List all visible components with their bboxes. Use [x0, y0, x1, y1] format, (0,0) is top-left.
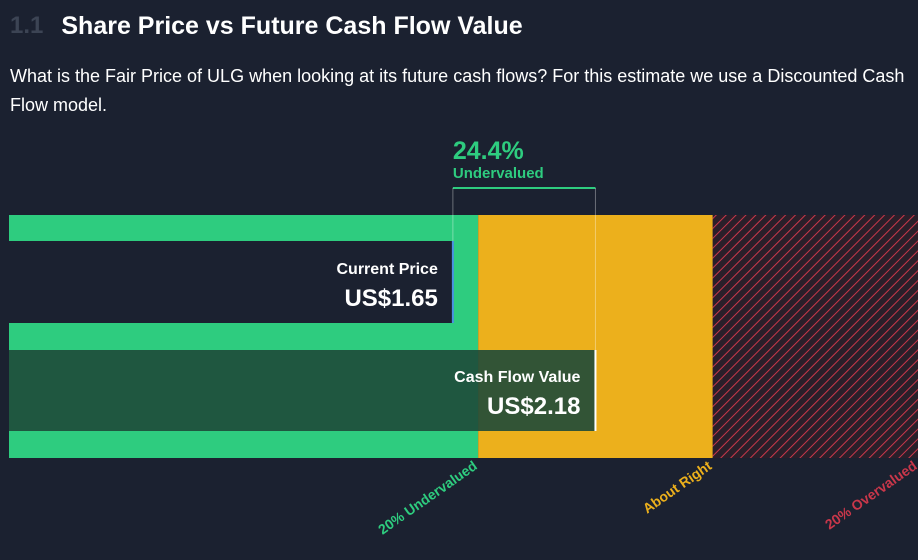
- zone-label-about-right: About Right: [640, 457, 715, 516]
- cash-flow-value-label: Cash Flow Value: [454, 369, 580, 386]
- section-number: 1.1: [10, 12, 44, 39]
- current-price-label: Current Price: [336, 261, 437, 278]
- section-title: Share Price vs Future Cash Flow Value: [61, 11, 523, 40]
- current-price-bar: [9, 241, 453, 323]
- zone-label-overvalued: 20% Overvalued: [822, 457, 918, 532]
- section-header: 1.1 Share Price vs Future Cash Flow Valu…: [10, 8, 523, 44]
- valuation-percent: 24.4%: [453, 137, 524, 165]
- valuation-status: Undervalued: [453, 165, 544, 182]
- cash-flow-value-amount: US$2.18: [487, 393, 580, 420]
- section-description: What is the Fair Price of ULG when looki…: [10, 66, 905, 115]
- zone-overvalued: [712, 215, 918, 458]
- cash-flow-value-bar: [9, 350, 596, 431]
- current-price-value: US$1.65: [344, 285, 437, 312]
- zone-label-undervalued: 20% Undervalued: [375, 457, 480, 537]
